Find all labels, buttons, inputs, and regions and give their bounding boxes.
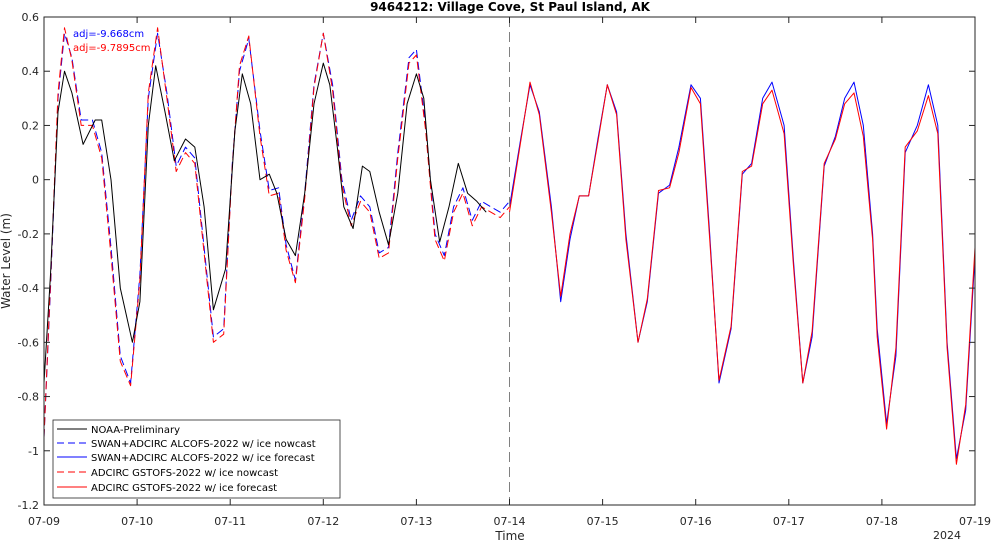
- y-tick-label: -0.8: [18, 391, 39, 404]
- x-tick-label: 07-12: [307, 515, 339, 528]
- y-tick-label: -0.2: [18, 228, 39, 241]
- x-axis-ticks: 07-09 07-10 07-11 07-12 07-13 07-14 07-15 07-16…: [28, 17, 991, 528]
- y-tick-label: 0: [32, 174, 39, 187]
- y-tick-label: -0.6: [18, 336, 39, 349]
- x-tick-label: 07-13: [400, 515, 432, 528]
- x-tick-label: 07-15: [587, 515, 619, 528]
- series-layer: [43, 27, 976, 465]
- y-tick-label: -1.2: [18, 499, 39, 512]
- x-tick-label: 07-16: [680, 515, 712, 528]
- legend: NOAA-Preliminary SWAN+ADCIRC ALCOFS-2022…: [52, 419, 341, 499]
- legend-label-alcofs-nowcast: SWAN+ADCIRC ALCOFS-2022 w/ ice nowcast: [91, 439, 316, 450]
- x-tick-label: 07-18: [866, 515, 898, 528]
- y-tick-label: -1: [28, 445, 39, 458]
- x-tick-label: 07-14: [494, 515, 526, 528]
- y-axis-ticks: 0.6 0.4 0.2 0 -0.2 -0.4 -0.6 -0.8 -1 -1.2: [18, 11, 975, 512]
- legend-box: [52, 419, 341, 499]
- x-axis-label: Time: [494, 529, 524, 541]
- x-tick-label: 07-11: [214, 515, 246, 528]
- legend-label-noaa-preliminary: NOAA-Preliminary: [91, 425, 180, 436]
- x-tick-label: 07-09: [28, 515, 60, 528]
- series-line-adcirc-gstofs-2022-w-ice-nowcast: [43, 27, 510, 438]
- x-year-label: 2024: [933, 529, 961, 541]
- annotation-adj-gstofs: adj=-9.7895cm: [73, 43, 150, 54]
- annotation-adj-alcofs: adj=-9.668cm: [73, 29, 144, 40]
- chart-title: 9464212: Village Cove, St Paul Island, A…: [370, 0, 651, 14]
- legend-label-alcofs-forecast: SWAN+ADCIRC ALCOFS-2022 w/ ice forecast: [91, 453, 315, 464]
- series-line-swan-adcirc-alcofs-2022-w-ice-nowcast: [43, 32, 510, 438]
- y-tick-label: 0.2: [22, 119, 40, 132]
- x-tick-label: 07-19: [959, 515, 991, 528]
- y-tick-label: -0.4: [18, 282, 39, 295]
- y-tick-label: 0.4: [22, 65, 40, 78]
- series-line-adcirc-gstofs-2022-w-ice-forecast: [509, 81, 976, 465]
- legend-label-gstofs-forecast: ADCIRC GSTOFS-2022 w/ ice forecast: [91, 483, 277, 494]
- y-tick-label: 0.6: [22, 11, 40, 24]
- x-tick-label: 07-17: [773, 515, 805, 528]
- series-line-noaa-preliminary: [43, 62, 487, 384]
- x-tick-label: 07-10: [121, 515, 153, 528]
- y-axis-label: Water Level (m): [0, 213, 13, 309]
- legend-label-gstofs-nowcast: ADCIRC GSTOFS-2022 w/ ice nowcast: [91, 468, 278, 479]
